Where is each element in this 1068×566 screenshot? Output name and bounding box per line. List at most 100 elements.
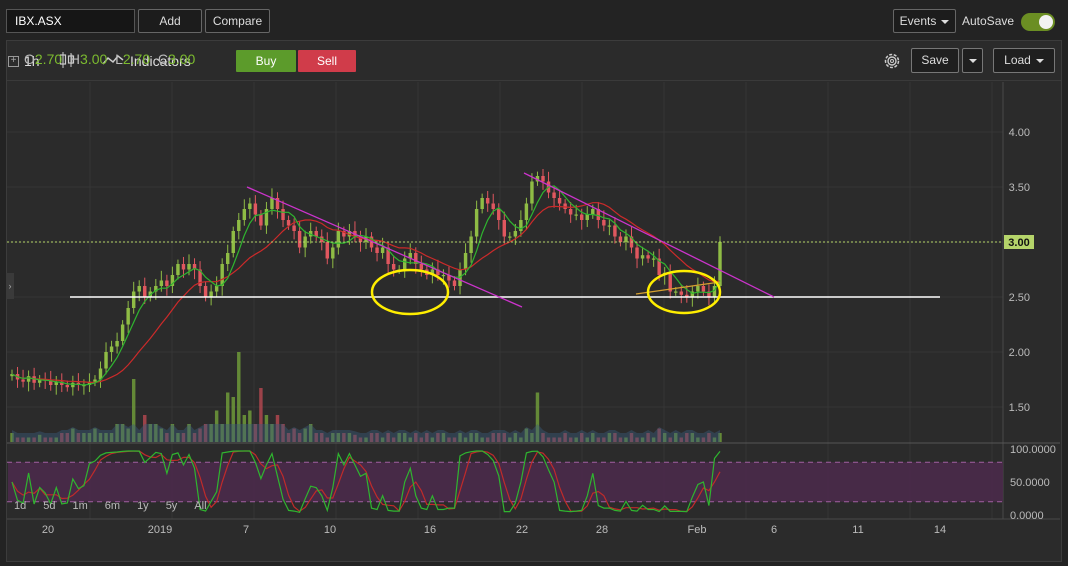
candle-body (131, 291, 136, 308)
sell-button[interactable]: Sell (298, 50, 356, 72)
indicators-button[interactable]: Indicators (130, 53, 191, 69)
volume-bar (391, 437, 396, 442)
range-button-5d[interactable]: 5d (43, 500, 56, 512)
volume-bar (458, 433, 462, 442)
volume-bar (513, 433, 518, 442)
load-dropdown[interactable]: Load (993, 48, 1055, 73)
indicators-icon[interactable] (102, 53, 124, 67)
volume-bar (397, 433, 401, 442)
volume-bar (563, 433, 567, 442)
volume-bar (624, 437, 628, 442)
candle-body (21, 379, 25, 382)
candle-body (624, 236, 628, 242)
volume-bar (358, 437, 363, 442)
add-button[interactable]: Add (138, 9, 202, 33)
candle-body (176, 264, 180, 275)
volume-bar (104, 433, 108, 442)
buy-button[interactable]: Buy (236, 50, 296, 72)
candle-body (712, 286, 717, 297)
candlestick-icon[interactable] (59, 51, 75, 69)
plus-icon[interactable]: + (8, 56, 19, 67)
volume-bar (21, 437, 25, 442)
range-button-1m[interactable]: 1m (72, 500, 88, 512)
volume-bar (297, 433, 302, 442)
volume-bar (474, 433, 479, 442)
candle-body (602, 220, 606, 226)
candle-body (281, 209, 285, 220)
oscillator-band (8, 462, 1003, 502)
candle-body (685, 294, 689, 297)
save-button[interactable]: Save (911, 48, 959, 73)
timeframe-selector[interactable]: 1h (24, 53, 40, 69)
volume-bar (491, 433, 495, 442)
volume-bar (82, 433, 86, 442)
candle-body (120, 324, 125, 341)
candle-body (391, 264, 396, 270)
symbol-input[interactable]: IBX.ASX (6, 9, 135, 33)
volume-bar (508, 437, 512, 442)
autosave-toggle[interactable] (1021, 13, 1055, 31)
expand-panel-handle[interactable]: › (6, 273, 14, 299)
volume-bar (519, 437, 523, 442)
candle-body (237, 220, 241, 231)
volume-bar (98, 433, 103, 442)
compare-button[interactable]: Compare (205, 9, 270, 33)
last-price-label: 3.00 (1008, 237, 1029, 249)
x-tick-label: 22 (516, 524, 528, 536)
candle-body (508, 236, 512, 238)
trend-line-2 (523, 172, 775, 298)
x-tick-label: 14 (934, 524, 946, 536)
ohlc-readout: + O2.70 H3.00 L2.70 C3.00 (8, 51, 195, 67)
candle-body (242, 209, 247, 220)
candle-body (270, 198, 274, 209)
candle-body (165, 280, 169, 286)
candle-body (414, 253, 418, 264)
candle-body (408, 253, 412, 259)
volume-bar (10, 433, 14, 442)
volume-bar (43, 437, 47, 442)
candle-body (109, 346, 114, 352)
candle-body (696, 286, 700, 292)
save-options-button[interactable] (962, 48, 983, 73)
volume-bar (712, 437, 717, 442)
volume-bar (87, 433, 92, 442)
candle-body (380, 247, 385, 253)
candle-body (325, 242, 329, 259)
candle-body (115, 341, 119, 347)
events-dropdown[interactable]: Events (893, 9, 956, 33)
gear-icon[interactable] (881, 50, 903, 72)
volume-bar (430, 437, 435, 442)
autosave-label: AutoSave (962, 14, 1015, 28)
low-value: 2.70 (122, 51, 151, 67)
high-label: H (69, 51, 81, 67)
volume-bar (165, 433, 169, 442)
candle-body (513, 231, 518, 237)
volume-bar (115, 424, 119, 442)
range-button-1d[interactable]: 1d (14, 500, 27, 512)
chevron-down-icon (968, 58, 977, 63)
volume-bar (408, 437, 412, 442)
volume-bar (342, 433, 346, 442)
range-button-6m[interactable]: 6m (104, 500, 121, 512)
candle-body (591, 209, 595, 215)
chevron-down-icon (1035, 58, 1044, 63)
volume-bar (192, 433, 197, 442)
candle-body (297, 231, 302, 248)
volume-bar (618, 437, 623, 442)
volume-bar (126, 428, 130, 442)
candle-body (259, 214, 263, 226)
candle-body (87, 381, 92, 385)
volume-bar (607, 433, 612, 442)
volume-bar (707, 433, 711, 442)
range-button-5y[interactable]: 5y (165, 500, 178, 512)
candle-body (480, 198, 484, 209)
candle-body (718, 242, 722, 286)
range-button-1y[interactable]: 1y (137, 500, 149, 512)
volume-bar (480, 437, 484, 442)
range-button-all[interactable]: All (194, 500, 207, 512)
candle-body (640, 255, 645, 259)
volume-bar (198, 428, 202, 442)
volume-bar (248, 410, 252, 442)
candle-body (436, 269, 440, 275)
